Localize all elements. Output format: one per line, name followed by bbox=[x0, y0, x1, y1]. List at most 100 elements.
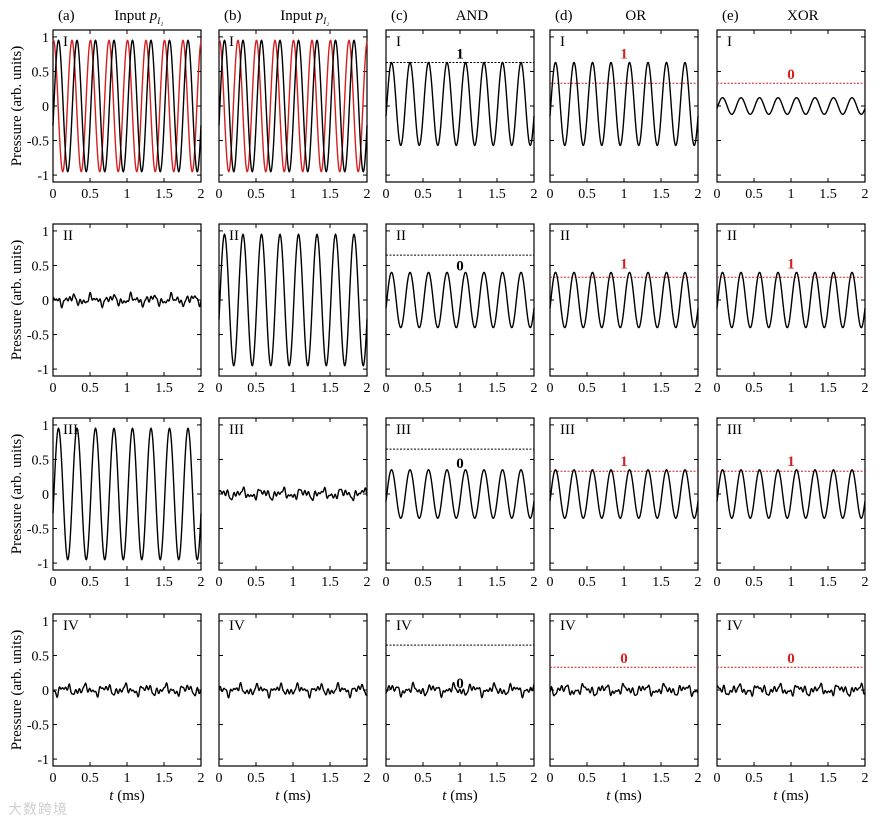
x-tick-label: 1 bbox=[290, 187, 297, 202]
y-tick-label: 1 bbox=[42, 419, 49, 434]
panel-frame bbox=[716, 223, 866, 377]
y-tick-label: 1 bbox=[42, 225, 49, 240]
signal-trace bbox=[385, 271, 535, 329]
panel: 0 0.5 1 1.5 2 III 1 bbox=[547, 417, 702, 590]
y-tick-label: 0.5 bbox=[32, 453, 50, 468]
y-tick-label: 0.5 bbox=[32, 65, 50, 80]
signal-trace bbox=[218, 486, 368, 502]
y-tick-label: 0 bbox=[42, 294, 49, 309]
column-tag: (e) bbox=[722, 8, 739, 24]
x-tick-label: 2 bbox=[862, 575, 869, 590]
signal-trace bbox=[218, 233, 368, 367]
x-tick-label: 2 bbox=[531, 187, 538, 202]
x-tick-label: 1.5 bbox=[488, 187, 506, 202]
row-label: III bbox=[396, 422, 411, 438]
logic-output-label: 0 bbox=[787, 651, 795, 667]
row-label: II bbox=[560, 228, 570, 244]
x-tick-label: 0 bbox=[216, 771, 223, 786]
x-tick-label: 0.5 bbox=[578, 575, 596, 590]
x-tick-label: 1.5 bbox=[321, 381, 339, 396]
watermark-text: 大数跨境 bbox=[8, 801, 68, 817]
row-label: IV bbox=[63, 618, 79, 634]
panel-frame bbox=[385, 417, 535, 571]
x-tick-label: 1.5 bbox=[488, 575, 506, 590]
y-axis-label: Pressure (arb. units) bbox=[9, 630, 25, 750]
signal-trace bbox=[218, 39, 368, 173]
x-tick-label: 2 bbox=[198, 771, 205, 786]
row-label: II bbox=[727, 228, 737, 244]
row-label: I bbox=[396, 34, 401, 50]
logic-output-label: 1 bbox=[456, 46, 464, 62]
x-tick-label: 0.5 bbox=[745, 575, 763, 590]
x-tick-label: 1 bbox=[124, 187, 131, 202]
x-tick-label: 2 bbox=[695, 771, 702, 786]
x-tick-label: 2 bbox=[695, 575, 702, 590]
x-tick-label: 0.5 bbox=[247, 381, 265, 396]
panel: 0 0.5 1 1.5 2 1 0.5 0 -0.5 -1 II Pressure (arb. uni… bbox=[9, 223, 205, 396]
x-tick-label: 1.5 bbox=[155, 381, 173, 396]
signal-trace bbox=[52, 291, 202, 309]
logic-output-label: 0 bbox=[787, 67, 795, 83]
x-tick-label: 1.5 bbox=[321, 575, 339, 590]
panel: 0 0.5 1 1.5 2 III 1 bbox=[714, 417, 869, 590]
row-label: IV bbox=[727, 618, 743, 634]
x-tick-label: 0.5 bbox=[414, 771, 432, 786]
x-tick-label: 1.5 bbox=[652, 575, 670, 590]
x-tick-label: 0 bbox=[216, 575, 223, 590]
x-tick-label: 2 bbox=[364, 771, 371, 786]
x-tick-label: 2 bbox=[531, 575, 538, 590]
panel-frame bbox=[549, 417, 699, 571]
x-tick-label: 1.5 bbox=[488, 381, 506, 396]
panel: 0 0.5 1 1.5 2 IV 0 t (ms) bbox=[714, 613, 869, 804]
panel: 0 0.5 1 1.5 2 III 0 bbox=[383, 417, 538, 590]
x-axis-label: t (ms) bbox=[442, 788, 477, 804]
x-tick-label: 1.5 bbox=[819, 187, 837, 202]
signal-trace bbox=[549, 682, 699, 698]
signal-trace bbox=[716, 96, 866, 116]
x-tick-label: 2 bbox=[198, 381, 205, 396]
panel: 0 0.5 1 1.5 2 I bbox=[216, 29, 371, 202]
x-tick-label: 0.5 bbox=[745, 381, 763, 396]
logic-output-label: 0 bbox=[456, 456, 464, 472]
column-tag: (d) bbox=[555, 8, 573, 24]
y-axis-label: Pressure (arb. units) bbox=[9, 434, 25, 554]
x-tick-label: 1 bbox=[788, 575, 795, 590]
x-tick-label: 2 bbox=[364, 575, 371, 590]
x-tick-label: 1 bbox=[290, 771, 297, 786]
x-axis-label: t (ms) bbox=[275, 788, 310, 804]
x-tick-label: 0 bbox=[216, 187, 223, 202]
y-tick-label: -0.5 bbox=[27, 719, 49, 734]
y-tick-label: 1 bbox=[42, 31, 49, 46]
signal-trace bbox=[52, 427, 202, 561]
logic-output-label: 1 bbox=[620, 454, 628, 470]
signal-trace bbox=[716, 469, 866, 519]
x-axis-label: t (ms) bbox=[109, 788, 144, 804]
x-tick-label: 2 bbox=[695, 187, 702, 202]
x-axis-label: t (ms) bbox=[606, 788, 641, 804]
y-axis-label: Pressure (arb. units) bbox=[9, 46, 25, 166]
x-tick-label: 0 bbox=[383, 187, 390, 202]
x-tick-label: 1 bbox=[788, 771, 795, 786]
y-tick-label: 0.5 bbox=[32, 649, 50, 664]
panel: 0 0.5 1 1.5 2 II bbox=[216, 223, 371, 396]
y-tick-label: -1 bbox=[37, 753, 49, 768]
logic-output-label: 0 bbox=[620, 651, 628, 667]
x-tick-label: 1 bbox=[457, 187, 464, 202]
x-tick-label: 0 bbox=[547, 575, 554, 590]
row-label: IV bbox=[396, 618, 412, 634]
x-tick-label: 2 bbox=[862, 187, 869, 202]
signal-trace bbox=[385, 469, 535, 519]
x-tick-label: 0 bbox=[50, 575, 57, 590]
x-tick-label: 0 bbox=[383, 771, 390, 786]
x-tick-label: 1 bbox=[457, 771, 464, 786]
x-tick-label: 1 bbox=[124, 575, 131, 590]
y-tick-label: -0.5 bbox=[27, 135, 49, 150]
x-tick-label: 0 bbox=[547, 381, 554, 396]
x-tick-label: 0.5 bbox=[81, 187, 99, 202]
panel-frame bbox=[716, 29, 866, 183]
x-tick-label: 0.5 bbox=[81, 771, 99, 786]
signal-trace bbox=[52, 39, 202, 173]
y-tick-label: -0.5 bbox=[27, 523, 49, 538]
panel: 0 0.5 1 1.5 2 1 0.5 0 -0.5 -1 I Pressure (arb. unit… bbox=[9, 29, 205, 202]
